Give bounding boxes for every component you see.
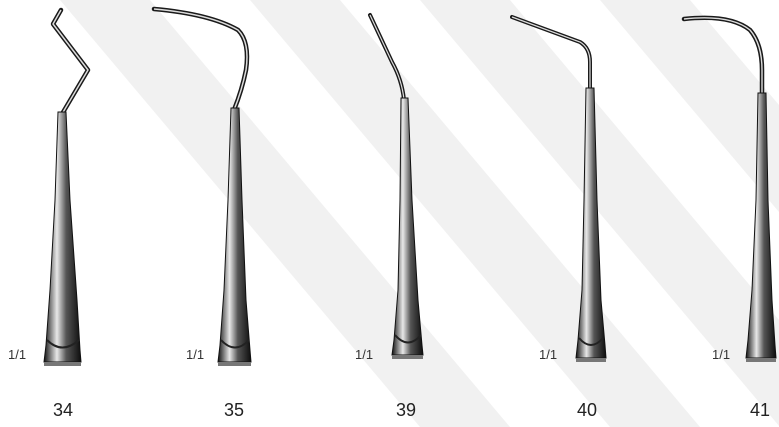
probe-35-drawing [151,6,252,366]
instrument-number: 34 [53,400,74,420]
instrument-number: 41 [750,400,771,420]
scale-label: 1/1 [539,347,558,362]
probe-41-drawing [681,15,777,362]
instrument-number: 35 [224,400,245,420]
probe-34-drawing [43,7,91,366]
probe-40-drawing [510,15,607,362]
instrument-35: 1/1 35 [150,0,290,427]
scale-label: 1/1 [712,347,731,362]
instrument-number: 39 [396,400,417,420]
instrument-number: 40 [577,400,598,420]
probe-39-drawing [368,13,424,359]
scale-label: 1/1 [186,347,205,362]
instrument-34: 1/1 34 [0,0,140,427]
instrument-39: 1/1 39 [330,0,470,427]
instrument-40: 1/1 40 [510,0,650,427]
scale-label: 1/1 [8,347,27,362]
scale-label: 1/1 [355,347,374,362]
instrument-41: 1/1 41 [680,0,779,427]
